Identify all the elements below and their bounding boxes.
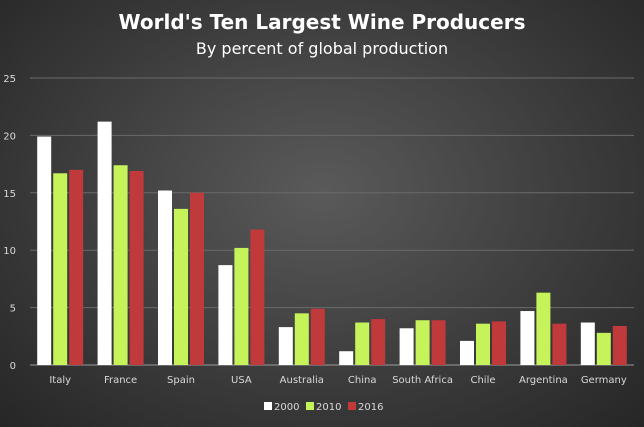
x-tick-label: France <box>104 375 137 386</box>
legend-label: 2016 <box>358 402 383 413</box>
x-tick-label: South Africa <box>392 375 453 386</box>
legend-label: 2010 <box>316 402 341 413</box>
legend-swatch <box>264 402 272 410</box>
bar <box>520 311 535 365</box>
bar <box>339 351 354 365</box>
y-axis-ticks: 0 5 10 15 20 25 <box>3 74 16 372</box>
y-tick-label: 5 <box>10 304 16 315</box>
bar <box>37 136 52 365</box>
bar <box>415 320 430 365</box>
x-tick-label: Chile <box>470 375 495 386</box>
bar <box>69 169 84 365</box>
bar <box>371 319 386 365</box>
legend: 2000 2010 2016 <box>264 402 383 413</box>
chart-subtitle: By percent of global production <box>196 39 448 58</box>
bar <box>294 313 309 365</box>
x-tick-label: Spain <box>167 375 195 386</box>
x-tick-label: China <box>348 375 377 386</box>
bar <box>460 340 474 365</box>
bar <box>113 165 128 365</box>
bar <box>190 192 204 365</box>
bar <box>612 325 627 365</box>
bar <box>476 323 490 365</box>
x-tick-label: Australia <box>280 375 324 386</box>
x-tick-label: USA <box>231 375 252 386</box>
chart-title: World's Ten Largest Wine Producers <box>119 10 526 34</box>
bar <box>174 208 188 365</box>
bar <box>97 121 112 366</box>
bar <box>129 170 144 365</box>
bar <box>53 173 68 365</box>
bar <box>158 190 172 365</box>
bar <box>355 322 370 365</box>
x-tick-label: Argentina <box>519 375 568 386</box>
bar <box>536 292 551 365</box>
bar <box>596 332 611 365</box>
y-tick-label: 20 <box>3 131 16 142</box>
bar <box>310 308 325 365</box>
y-tick-label: 25 <box>3 74 16 85</box>
x-tick-label: Italy <box>49 375 71 386</box>
legend-swatch <box>306 402 314 410</box>
y-tick-label: 15 <box>3 189 16 200</box>
legend-label: 2000 <box>274 402 299 413</box>
bar <box>399 328 414 365</box>
bar <box>250 229 265 365</box>
bar <box>278 327 293 365</box>
bar <box>234 247 249 365</box>
x-axis-ticks: Italy France Spain USA Australia China South A… <box>49 375 627 386</box>
bar <box>552 323 567 365</box>
y-tick-label: 10 <box>3 246 16 257</box>
bar <box>218 265 233 365</box>
bar <box>580 322 595 365</box>
bar <box>431 320 446 365</box>
x-tick-label: Germany <box>581 375 627 386</box>
y-tick-label: 0 <box>10 361 16 372</box>
bars <box>37 121 627 366</box>
legend-swatch <box>348 402 356 410</box>
bar <box>492 321 506 365</box>
